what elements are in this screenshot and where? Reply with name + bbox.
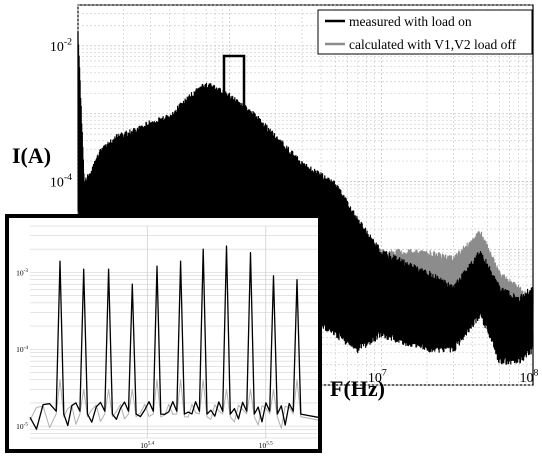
inset-tick-labels: 105.4 105.5 10-3 10-4 10-5: [16, 268, 273, 450]
legend-label-measured: measured with load on: [349, 14, 472, 29]
inset-y-tick-label: 10-4: [16, 345, 28, 354]
zoom-region-marker: [222, 54, 246, 196]
x-axis-label: F(Hz): [330, 376, 385, 401]
inset-y-tick-label: 10-3: [16, 268, 28, 277]
x-tick-label: 107: [368, 368, 387, 386]
zoom-inset: 105.4 105.5 10-3 10-4 10-5: [5, 214, 322, 453]
legend-label-calculated: calculated with V1,V2 load off: [349, 37, 517, 52]
inset-x-tick-label: 105.4: [140, 441, 154, 450]
inset-series-measured-line: [29, 245, 319, 430]
series-measured-line: [77, 31, 534, 365]
y-tick-label: 10-2: [50, 37, 72, 55]
x-tick-label: 108: [520, 368, 539, 386]
legend: measured with load on calculated with V1…: [317, 9, 533, 55]
y-axis-label: I(A): [12, 143, 51, 168]
inset-y-tick-label: 10-5: [16, 422, 28, 431]
inset-frame: [5, 214, 322, 453]
legend-box: [317, 9, 533, 55]
inset-series-layer: [29, 245, 319, 430]
inset-x-tick-label: 105.5: [259, 441, 273, 450]
y-tick-label: 10-4: [50, 172, 72, 190]
inset-series-calculated-line: [29, 379, 319, 429]
zoom-connector-line: [155, 123, 236, 224]
main-series-layer: [77, 31, 534, 365]
